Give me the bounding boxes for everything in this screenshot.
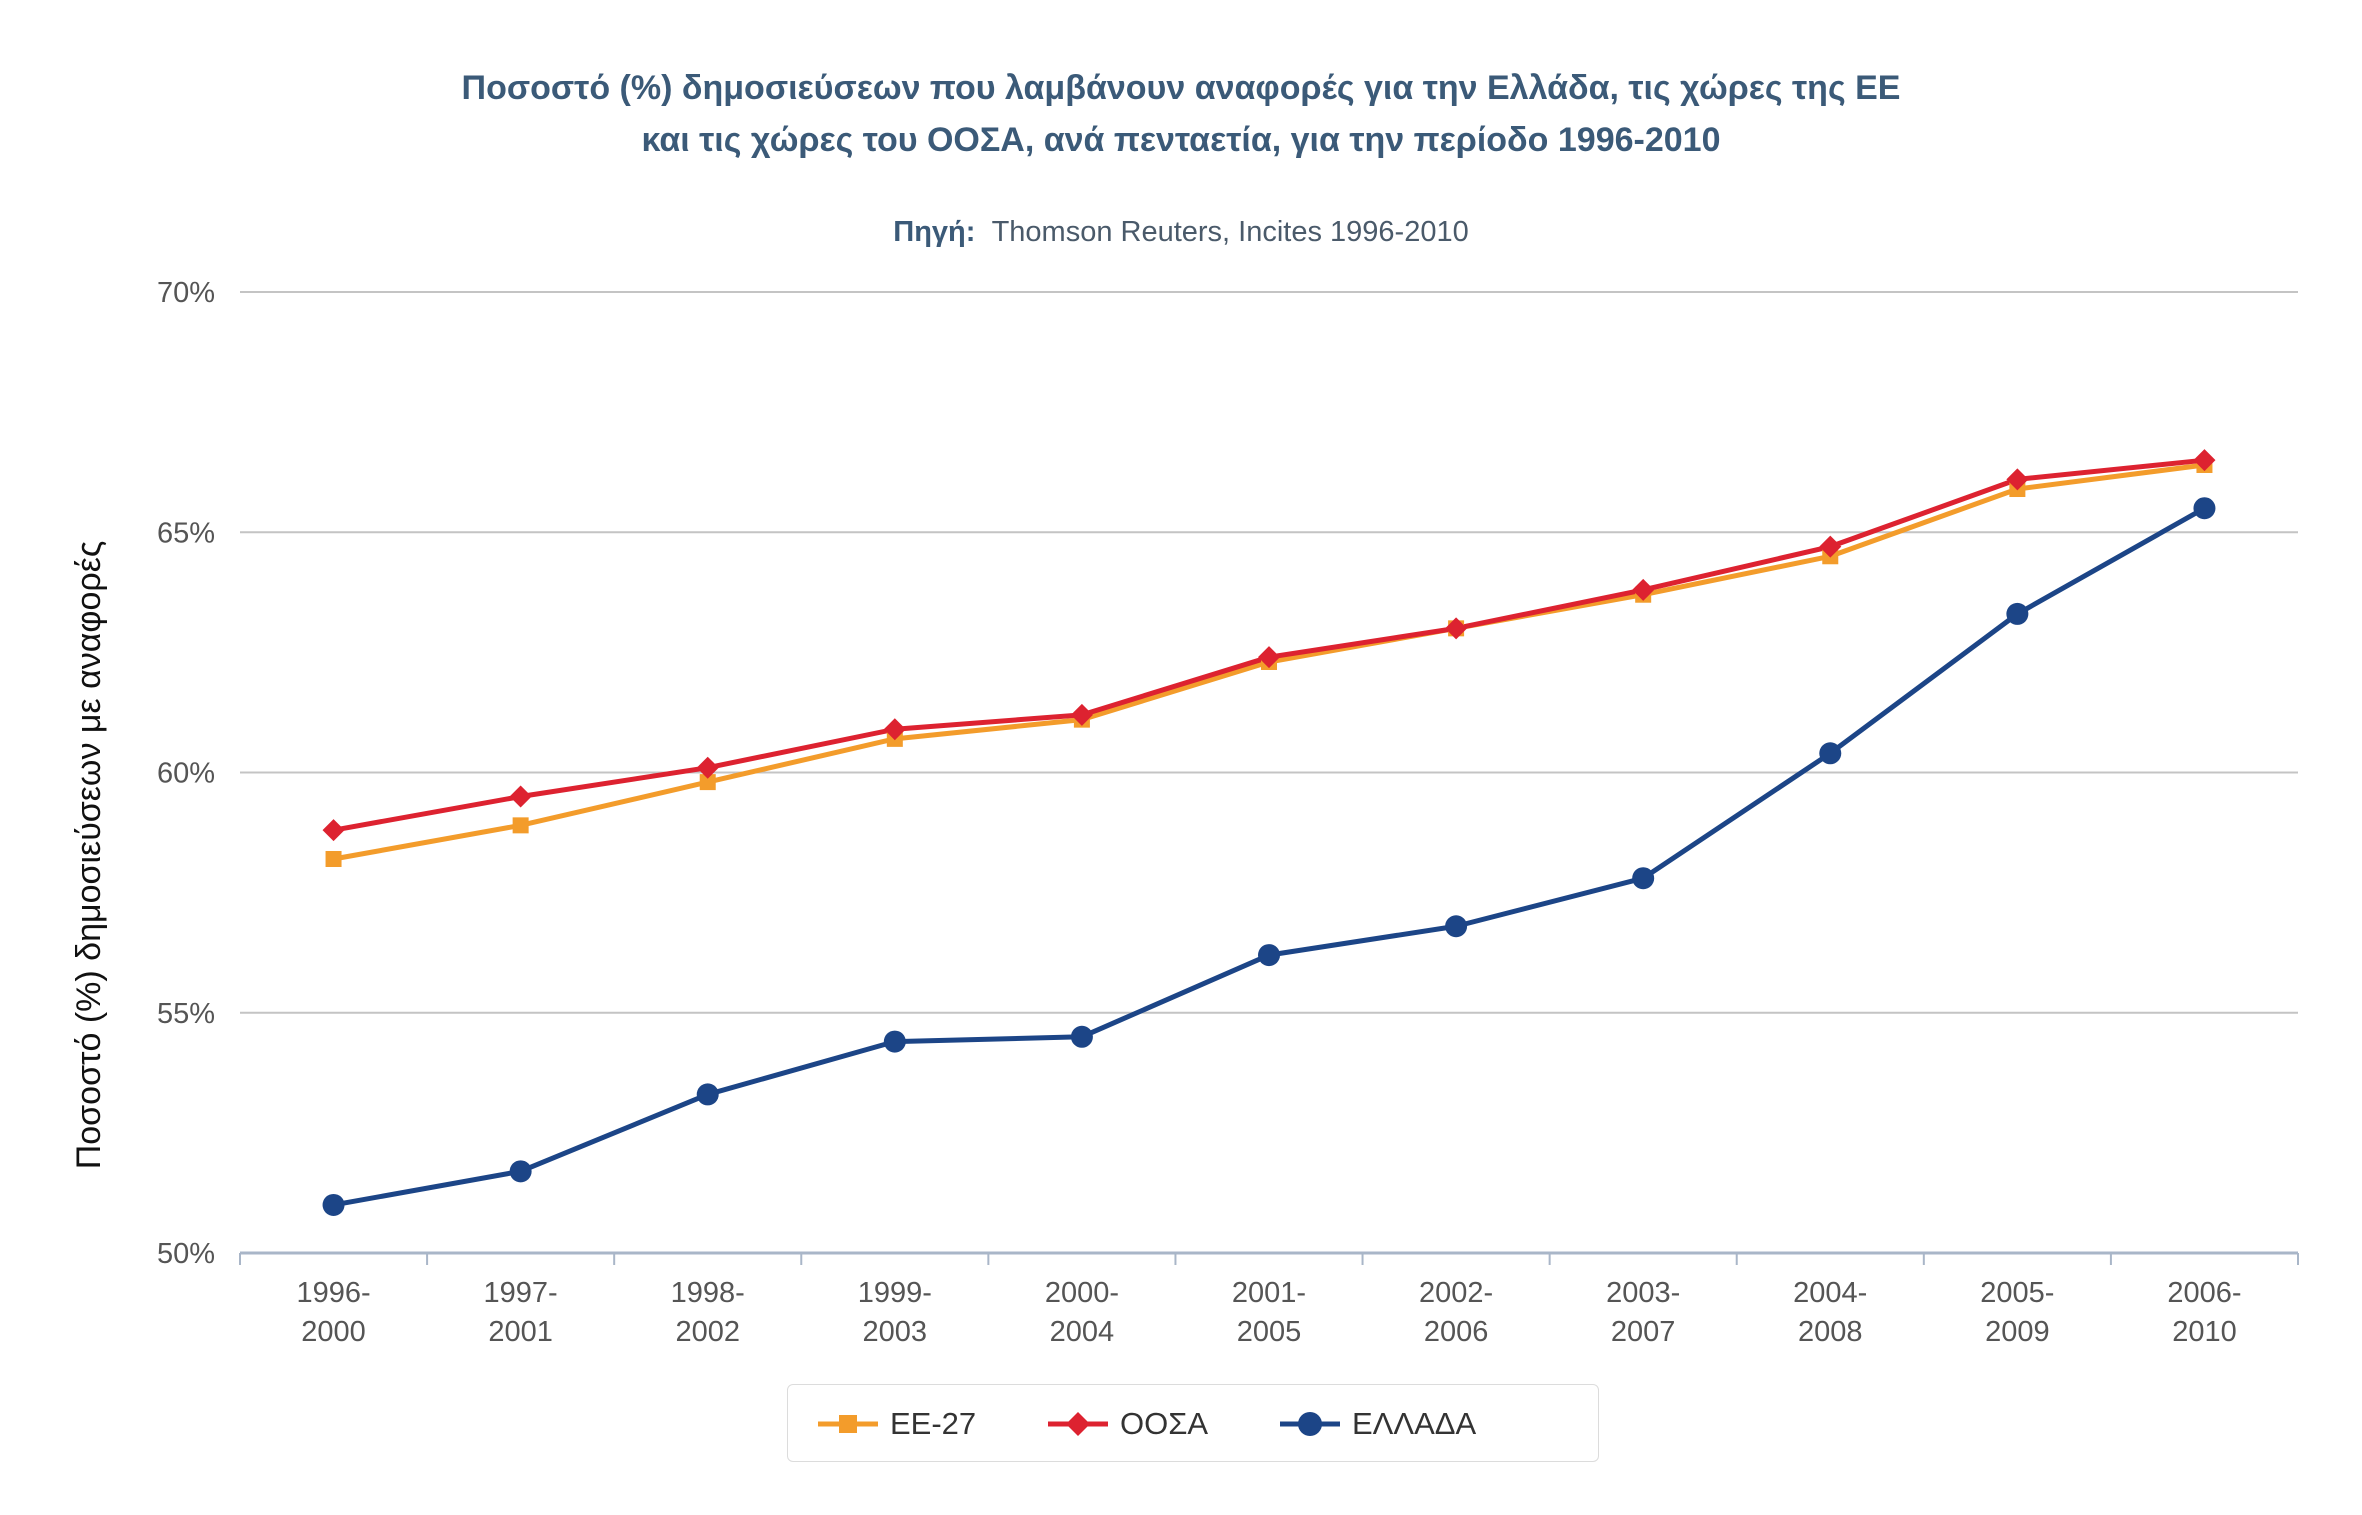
data-point-diamond	[509, 785, 532, 808]
chart-title-line2: και τις χώρες του ΟΟΣΑ, ανά πενταετία, γ…	[641, 121, 1721, 159]
x-tick-label: 2004- 2008	[1793, 1277, 1867, 1348]
data-point-circle	[696, 1083, 719, 1106]
data-point-diamond	[696, 756, 719, 779]
x-tick-label-line1: 2002-	[1419, 1277, 1493, 1309]
x-tick-label: 1998- 2002	[671, 1277, 745, 1348]
data-point-square	[325, 850, 342, 867]
data-point-circle	[1445, 915, 1468, 938]
x-tick-label-line2: 2010	[2172, 1316, 2237, 1348]
x-tick-label-line2: 2005	[1237, 1316, 1302, 1348]
data-point-diamond	[2006, 468, 2029, 491]
data-point-diamond	[1445, 617, 1468, 640]
chart-source: Πηγή: Thomson Reuters, Incites 1996-2010	[0, 216, 2362, 249]
x-tick-label-line2: 2001	[488, 1316, 553, 1348]
data-point-diamond	[2193, 449, 2216, 472]
x-tick-label-line2: 2008	[1798, 1316, 1863, 1348]
x-tick-label: 2001- 2005	[1232, 1277, 1306, 1348]
data-point-diamond	[1819, 535, 1842, 558]
data-point-circle	[1070, 1025, 1093, 1048]
x-tick-label-line1: 2000-	[1045, 1277, 1119, 1309]
x-tick-label: 2003- 2007	[1606, 1277, 1680, 1348]
x-tick-label-line1: 2006-	[2167, 1277, 2241, 1309]
x-tick-label: 2002- 2006	[1419, 1277, 1493, 1348]
diamond-marker-icon	[1048, 1412, 1108, 1436]
x-tick-label-line2: 2006	[1424, 1316, 1489, 1348]
legend-item-ellada[interactable]: ΕΛΛΑΔΑ	[1278, 1385, 1476, 1463]
data-point-circle	[2193, 497, 2216, 520]
circle-marker-icon	[1280, 1412, 1340, 1436]
square-marker-icon	[818, 1415, 878, 1433]
x-tick-label-line1: 1997-	[484, 1277, 558, 1309]
data-point-diamond	[883, 718, 906, 741]
y-tick-label: 50%	[157, 1238, 215, 1270]
x-tick-label-line2: 2009	[1985, 1316, 2050, 1348]
x-tick-label-line2: 2002	[675, 1316, 740, 1348]
y-tick-label: 60%	[157, 758, 215, 790]
data-point-diamond	[1632, 578, 1655, 601]
x-tick-label: 1996- 2000	[296, 1277, 370, 1348]
y-axis-label: Ποσοστό (%) δημοσιεύσεων με αναφορές	[70, 541, 108, 1170]
data-point-circle	[1258, 944, 1280, 967]
legend-label-ellada: ΕΛΛΑΔΑ	[1352, 1406, 1477, 1441]
y-tick-label: 70%	[157, 277, 215, 309]
series-line-1	[333, 457, 2205, 833]
x-tick-label: 1997- 2001	[484, 1277, 558, 1348]
data-point-circle	[509, 1160, 532, 1183]
x-tick-label: 1999- 2003	[858, 1277, 932, 1348]
x-tick-label: 2000- 2004	[1045, 1277, 1119, 1348]
source-label: Πηγή:	[893, 216, 976, 248]
data-point-diamond	[322, 819, 345, 842]
x-tick-label-line1: 1999-	[858, 1277, 932, 1309]
x-tick-label-line2: 2004	[1050, 1316, 1115, 1348]
legend-label-ee27: ΕΕ-27	[890, 1406, 977, 1441]
x-tick-label-line2: 2003	[863, 1316, 928, 1348]
legend: ΕΕ-27 ΟΟΣΑ ΕΛΛΑΔΑ	[787, 1384, 1599, 1462]
data-point-circle	[883, 1030, 906, 1053]
x-tick-label-line1: 1996-	[296, 1277, 370, 1309]
data-point-square	[699, 774, 716, 791]
x-tick-label-line1: 2004-	[1793, 1277, 1867, 1309]
x-tick-label-line2: 2007	[1611, 1316, 1676, 1348]
x-tick-label-line1: 2003-	[1606, 1277, 1680, 1309]
legend-item-oosa[interactable]: ΟΟΣΑ	[1046, 1385, 1208, 1463]
x-tick-label: 2006- 2010	[2167, 1277, 2241, 1348]
y-tick-label: 55%	[157, 998, 215, 1030]
series-line-2	[333, 506, 2206, 1208]
legend-item-ee27[interactable]: ΕΕ-27	[816, 1385, 976, 1463]
x-tick-label-line2: 2000	[301, 1316, 366, 1348]
data-point-circle	[2006, 602, 2029, 625]
data-point-circle	[1819, 742, 1842, 765]
data-point-circle	[1632, 867, 1655, 890]
data-point-circle	[322, 1193, 345, 1216]
data-point-diamond	[1070, 703, 1093, 726]
x-tick-label-line1: 2001-	[1232, 1277, 1306, 1309]
y-tick-label: 65%	[157, 517, 215, 549]
data-point-square	[512, 817, 529, 834]
x-tick-label-line1: 1998-	[671, 1277, 745, 1309]
x-tick-label-line1: 2005-	[1980, 1277, 2054, 1309]
chart-title: Ποσοστό (%) δημοσιεύσεων που λαμβάνουν α…	[0, 62, 2362, 166]
legend-label-oosa: ΟΟΣΑ	[1120, 1406, 1209, 1441]
chart-title-line1: Ποσοστό (%) δημοσιεύσεων που λαμβάνουν α…	[461, 69, 1901, 107]
data-point-diamond	[1258, 646, 1280, 669]
source-text: Thomson Reuters, Incites 1996-2010	[991, 216, 1469, 248]
x-tick-label: 2005- 2009	[1980, 1277, 2054, 1348]
